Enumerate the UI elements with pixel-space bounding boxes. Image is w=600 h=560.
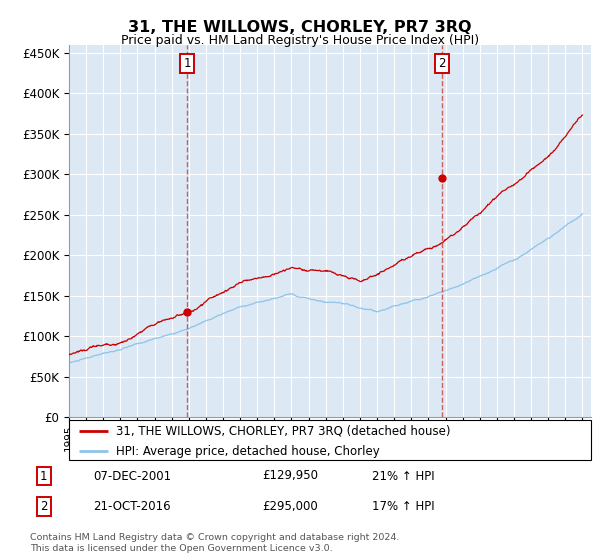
Text: Price paid vs. HM Land Registry's House Price Index (HPI): Price paid vs. HM Land Registry's House … bbox=[121, 34, 479, 46]
FancyBboxPatch shape bbox=[69, 420, 591, 460]
Text: HPI: Average price, detached house, Chorley: HPI: Average price, detached house, Chor… bbox=[116, 445, 380, 458]
Text: 2: 2 bbox=[439, 57, 446, 70]
Text: 21-OCT-2016: 21-OCT-2016 bbox=[94, 500, 171, 514]
Text: Contains HM Land Registry data © Crown copyright and database right 2024.
This d: Contains HM Land Registry data © Crown c… bbox=[30, 533, 400, 553]
Text: 07-DEC-2001: 07-DEC-2001 bbox=[94, 469, 172, 483]
Text: £129,950: £129,950 bbox=[262, 469, 318, 483]
Text: £295,000: £295,000 bbox=[262, 500, 317, 514]
Text: 17% ↑ HPI: 17% ↑ HPI bbox=[372, 500, 435, 514]
Text: 31, THE WILLOWS, CHORLEY, PR7 3RQ: 31, THE WILLOWS, CHORLEY, PR7 3RQ bbox=[128, 20, 472, 35]
Text: 21% ↑ HPI: 21% ↑ HPI bbox=[372, 469, 435, 483]
Text: 31, THE WILLOWS, CHORLEY, PR7 3RQ (detached house): 31, THE WILLOWS, CHORLEY, PR7 3RQ (detac… bbox=[116, 425, 451, 438]
Text: 2: 2 bbox=[40, 500, 47, 514]
Text: 1: 1 bbox=[184, 57, 191, 70]
Text: 1: 1 bbox=[40, 469, 47, 483]
